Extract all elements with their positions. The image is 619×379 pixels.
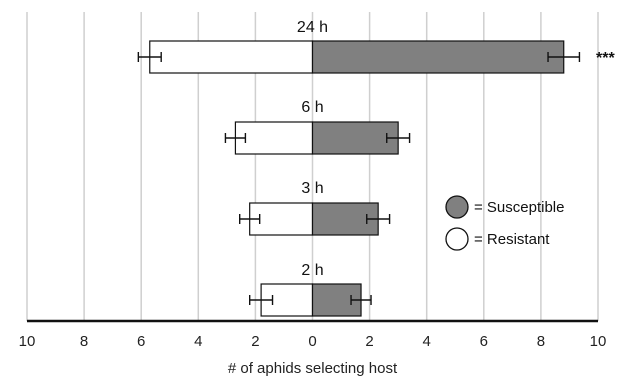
error-bars xyxy=(137,52,581,305)
x-tick-label-0: 10 xyxy=(19,333,36,350)
x-tick-label-5: 0 xyxy=(308,333,316,350)
time-label-2: 3 h xyxy=(301,180,323,197)
bar-resistant-0 xyxy=(149,40,314,74)
legend-swatch-1 xyxy=(445,227,469,251)
bar-resistant-1 xyxy=(234,121,314,155)
x-tick-label-6: 2 xyxy=(365,333,373,350)
time-label-0: 24 h xyxy=(297,19,328,36)
bars xyxy=(149,40,565,317)
legend-swatch-0 xyxy=(445,195,469,219)
x-tick-label-7: 4 xyxy=(423,333,431,350)
significance-marker-0: *** xyxy=(596,50,615,67)
x-tick-label-10: 10 xyxy=(590,333,607,350)
significance-annotations: *** xyxy=(596,50,615,67)
x-tick-label-2: 6 xyxy=(137,333,145,350)
time-label-3: 2 h xyxy=(301,262,323,279)
bar-susceptible-1 xyxy=(311,121,399,155)
x-tick-label-8: 6 xyxy=(480,333,488,350)
time-label-1: 6 h xyxy=(301,99,323,116)
time-labels: 24 h 6 h 3 h 2 h xyxy=(297,19,328,279)
legend-label-1: = Resistant xyxy=(474,231,550,248)
legend-label-0: = Susceptible xyxy=(474,199,564,216)
x-tick-labels: 10 8 6 4 2 0 2 4 6 8 10 xyxy=(19,333,607,350)
x-tick-label-1: 8 xyxy=(80,333,88,350)
x-axis-label: # of aphids selecting host xyxy=(228,360,398,377)
bar-susceptible-0 xyxy=(311,40,565,74)
x-tick-label-9: 8 xyxy=(537,333,545,350)
x-tick-label-4: 2 xyxy=(251,333,259,350)
x-tick-label-3: 4 xyxy=(194,333,202,350)
legend: = Susceptible = Resistant xyxy=(445,195,564,251)
